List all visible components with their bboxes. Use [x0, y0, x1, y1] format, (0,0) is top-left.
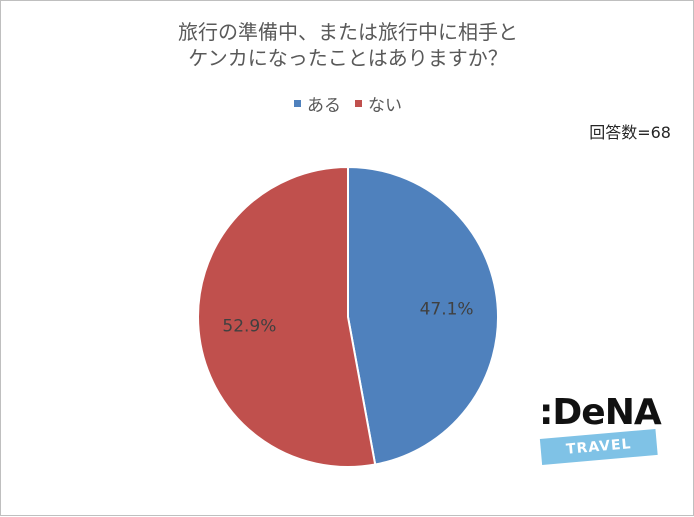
legend-swatch-aru: [294, 100, 301, 107]
data-label-nai: 52.9%: [222, 317, 276, 337]
logo-brand-name: :DeNA: [539, 392, 662, 433]
dena-travel-logo: :DeNA TRAVEL: [539, 392, 662, 483]
chart-title-line-1: 旅行の準備中、または旅行中に相手と: [178, 20, 518, 44]
legend-swatch-nai: [355, 100, 362, 107]
legend-item-aru: ある: [294, 91, 341, 116]
legend-item-nai: ない: [355, 91, 402, 116]
legend: ある ない: [1, 91, 694, 116]
legend-label-aru: ある: [307, 96, 341, 116]
logo-travel-band: TRAVEL: [539, 428, 658, 465]
chart-title-line-2: ケンカになったことはありますか？: [188, 46, 508, 70]
response-count: 回答数=68: [589, 123, 671, 142]
legend-label-nai: ない: [368, 96, 402, 116]
data-label-aru: 47.1%: [420, 300, 474, 320]
pie-slice-nai: [197, 165, 377, 468]
chart-title: 旅行の準備中、または旅行中に相手と ケンカになったことはありますか？: [1, 19, 694, 71]
pie-slice-aru: [347, 165, 499, 466]
